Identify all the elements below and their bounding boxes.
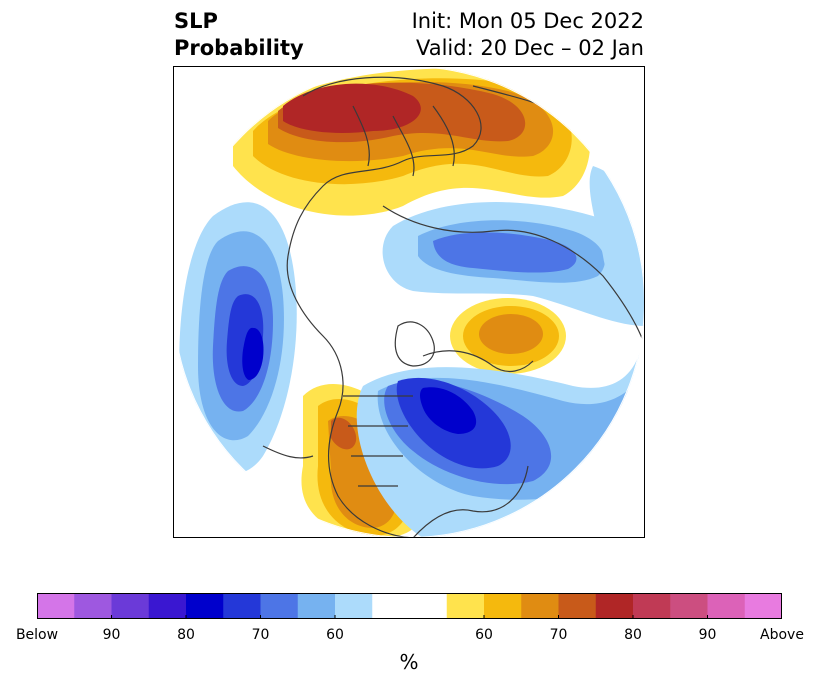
colorbar-segment xyxy=(744,593,782,619)
colorbar-tick-label: 80 xyxy=(624,627,642,643)
title-left: SLP Probability xyxy=(174,8,304,62)
above-anomaly-eurasia xyxy=(233,68,591,216)
colorbar-tick-label: Above xyxy=(760,627,804,643)
colorbar-tick-label: 80 xyxy=(177,627,195,643)
colorbar-tick-label: 60 xyxy=(475,627,493,643)
valid-range: Valid: 20 Dec – 02 Jan xyxy=(415,36,644,60)
colorbar-segment xyxy=(521,593,559,619)
below-anomaly-asia xyxy=(382,202,645,326)
colorbar-segment xyxy=(186,593,224,619)
colorbar-segment xyxy=(446,593,485,619)
colorbar xyxy=(37,593,782,619)
colorbar-segment xyxy=(260,593,299,619)
colorbar-tick-label: 70 xyxy=(251,627,270,643)
probability-map xyxy=(173,66,645,538)
colorbar-tick-label: Below xyxy=(15,627,59,643)
colorbar-segment xyxy=(297,593,336,619)
title-variable: SLP xyxy=(174,9,218,33)
colorbar-segment xyxy=(111,593,150,619)
below-anomaly-pacific xyxy=(179,202,297,476)
colorbar-segment xyxy=(148,593,187,619)
colorbar-segment xyxy=(372,593,410,619)
colorbar-segment xyxy=(595,593,634,619)
colorbar-segment xyxy=(74,593,112,619)
colorbar-segment xyxy=(223,593,261,619)
colorbar-segment xyxy=(409,593,448,619)
colorbar-segment xyxy=(707,593,746,619)
colorbar-tick-label: 70 xyxy=(549,627,568,643)
title-right: Init: Mon 05 Dec 2022 Valid: 20 Dec – 02… xyxy=(412,8,644,62)
colorbar-segment xyxy=(484,593,522,619)
colorbar-tick-label: 90 xyxy=(102,627,121,643)
colorbar-tick-label: 60 xyxy=(326,627,344,643)
title-subtitle: Probability xyxy=(174,36,304,60)
colorbar-segment xyxy=(37,593,75,619)
colorbar-frame xyxy=(37,593,782,619)
colorbar-segment xyxy=(558,593,597,619)
colorbar-tick-label: 90 xyxy=(698,627,717,643)
map-frame xyxy=(173,66,645,538)
colorbar-segment xyxy=(670,593,708,619)
init-date: Init: Mon 05 Dec 2022 xyxy=(411,9,644,33)
colorbar-unit-label: % xyxy=(399,650,419,674)
colorbar-segment xyxy=(633,593,671,619)
colorbar-segment xyxy=(335,593,373,619)
above-anomaly-arctic xyxy=(450,298,566,374)
